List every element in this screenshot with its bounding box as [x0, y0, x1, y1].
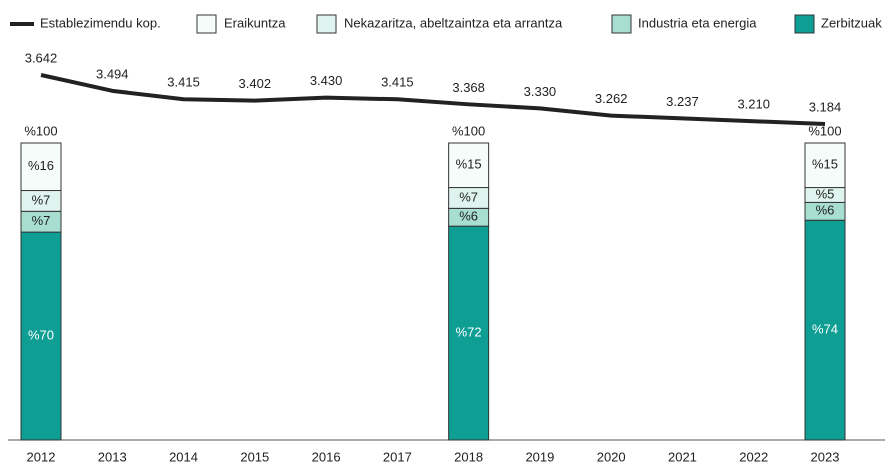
x-tick-label: 2018 — [454, 449, 483, 464]
x-tick-label: 2023 — [811, 449, 840, 464]
bar-value-label: %15 — [812, 157, 838, 172]
legend-label: Eraikuntza — [224, 15, 286, 30]
bar-value-label: %74 — [812, 322, 838, 337]
bar-value-label: %70 — [28, 327, 54, 342]
legend-swatch — [611, 14, 632, 34]
x-tick-label: 2012 — [27, 449, 56, 464]
line-value-label: 3.402 — [239, 76, 272, 91]
line-value-label: 3.642 — [25, 50, 58, 65]
x-tick-label: 2016 — [312, 449, 341, 464]
line-value-label: 3.430 — [310, 73, 343, 88]
legend-label: Nekazaritza, abeltzaintza eta arrantza — [344, 15, 563, 30]
bar-value-label: %72 — [456, 325, 482, 340]
bar-segment — [804, 142, 846, 189]
bar-total-label: %100 — [808, 123, 841, 138]
bar-value-label: %7 — [459, 189, 478, 204]
line-value-label: 3.494 — [96, 66, 129, 81]
line-value-label: 3.330 — [524, 84, 557, 99]
legend-label: Industria eta energia — [638, 15, 757, 30]
bar-value-label: %16 — [28, 158, 54, 173]
line-value-label: 3.237 — [666, 94, 699, 109]
line-value-label: 3.368 — [452, 80, 485, 95]
bar-value-label: %15 — [456, 157, 482, 172]
x-tick-label: 2020 — [597, 449, 626, 464]
legend-label: Establezimendu kop. — [40, 15, 161, 30]
line-value-label: 3.415 — [167, 75, 200, 90]
x-tick-label: 2019 — [525, 449, 554, 464]
legend-swatch — [196, 14, 217, 34]
bar-value-label: %7 — [32, 192, 51, 207]
bar-value-label: %6 — [459, 209, 478, 224]
bar-segment — [20, 142, 62, 192]
line-value-label: 3.210 — [737, 97, 770, 112]
x-tick-label: 2022 — [739, 449, 768, 464]
bar-value-label: %6 — [816, 203, 835, 218]
line — [40, 73, 826, 126]
line-value-label: 3.184 — [809, 99, 842, 114]
line-value-label: 3.262 — [595, 91, 628, 106]
bar-value-label: %7 — [32, 213, 51, 228]
bar-total-label: %100 — [24, 123, 57, 138]
line-value-label: 3.415 — [381, 75, 414, 90]
x-tick-label: 2021 — [668, 449, 697, 464]
bar-segment — [804, 219, 846, 441]
bar-segment — [448, 142, 490, 189]
bar-total-label: %100 — [452, 123, 485, 138]
x-tick-label: 2017 — [383, 449, 412, 464]
x-tick-label: 2015 — [240, 449, 269, 464]
bar-value-label: %5 — [816, 186, 835, 201]
bar-segment — [20, 231, 62, 441]
x-tick-label: 2013 — [98, 449, 127, 464]
x-tick-label: 2014 — [169, 449, 198, 464]
bar-segment — [448, 225, 490, 441]
legend-swatch — [794, 14, 815, 34]
legend-label: Zerbitzuak — [821, 15, 882, 30]
legend-swatch — [316, 14, 337, 34]
